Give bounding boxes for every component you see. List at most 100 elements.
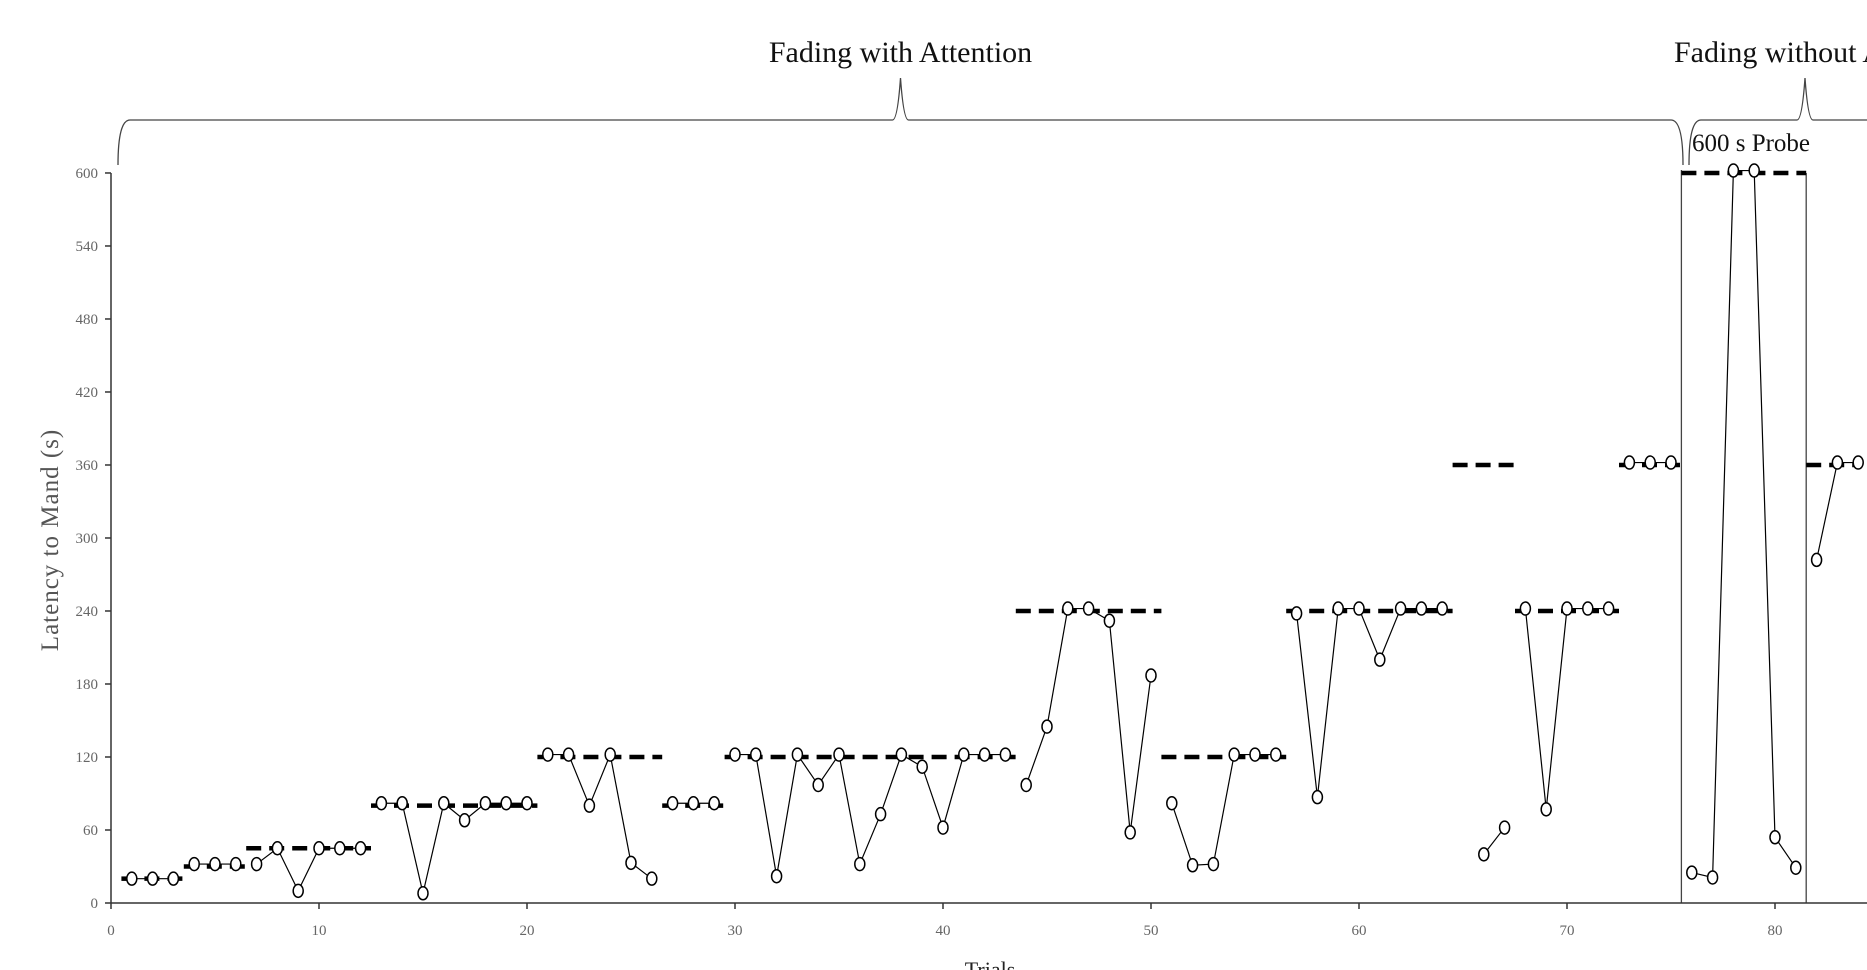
data-point bbox=[1644, 455, 1656, 470]
data-point bbox=[1852, 455, 1864, 470]
data-point bbox=[791, 747, 804, 762]
data-point bbox=[292, 883, 304, 899]
data-point bbox=[521, 795, 533, 811]
data-point bbox=[479, 795, 492, 811]
x-tick-label: 40 bbox=[936, 923, 951, 939]
data-point bbox=[1748, 163, 1760, 178]
data-segment-line bbox=[735, 753, 1006, 877]
data-point bbox=[708, 795, 720, 811]
data-point bbox=[1145, 668, 1157, 683]
data-point bbox=[1519, 601, 1532, 616]
data-point bbox=[458, 813, 471, 828]
y-axis-label: Latency to Mand (s) bbox=[37, 429, 64, 651]
data-point bbox=[854, 856, 866, 872]
x-tick-label: 70 bbox=[1560, 923, 1575, 939]
data-point bbox=[937, 820, 949, 835]
data-point bbox=[542, 747, 554, 762]
criterion-lines bbox=[121, 170, 1859, 881]
data-point bbox=[583, 798, 596, 813]
data-point bbox=[1228, 747, 1240, 762]
y-tick-label: 180 bbox=[76, 677, 99, 693]
data-point bbox=[1166, 795, 1178, 811]
data-point bbox=[1540, 802, 1552, 817]
data-point bbox=[729, 747, 741, 762]
data-segment-line bbox=[381, 802, 527, 894]
data-point bbox=[250, 856, 263, 872]
data-point bbox=[1810, 552, 1823, 568]
y-tick-label: 300 bbox=[76, 531, 99, 547]
data-point bbox=[1623, 455, 1636, 470]
data-point bbox=[209, 856, 221, 872]
probe-label: 600 s Probe bbox=[1692, 130, 1810, 157]
data-point bbox=[1332, 601, 1344, 616]
data-point bbox=[1103, 613, 1116, 628]
data-point bbox=[750, 747, 762, 762]
data-point bbox=[1561, 601, 1573, 616]
data-point bbox=[396, 795, 408, 811]
data-point bbox=[604, 747, 616, 762]
data-point bbox=[833, 747, 845, 762]
data-point bbox=[646, 871, 658, 886]
y-tick-label: 600 bbox=[76, 166, 99, 182]
y-tick-label: 420 bbox=[76, 385, 99, 401]
data-point bbox=[188, 856, 200, 872]
data-point bbox=[916, 759, 928, 774]
data-point bbox=[1706, 870, 1719, 885]
data-segment-line bbox=[1524, 607, 1609, 810]
data-point bbox=[1686, 865, 1698, 880]
x-tick-label: 60 bbox=[1352, 923, 1367, 939]
data-point bbox=[625, 855, 637, 871]
x-tick-label: 0 bbox=[107, 923, 115, 939]
data-point bbox=[1124, 825, 1136, 840]
data-segment-line bbox=[256, 847, 361, 893]
data-point bbox=[1020, 777, 1032, 793]
y-tick-label: 540 bbox=[76, 239, 99, 255]
y-tick-label: 480 bbox=[76, 312, 99, 328]
data-point bbox=[1290, 606, 1303, 621]
data-point bbox=[1415, 601, 1428, 616]
data-segment-line bbox=[1691, 169, 1797, 879]
data-point bbox=[167, 871, 180, 886]
data-point bbox=[1790, 860, 1802, 875]
data-point bbox=[1478, 847, 1490, 862]
data-point bbox=[1082, 601, 1095, 616]
data-point bbox=[417, 886, 429, 901]
data-point bbox=[1062, 601, 1074, 616]
data-point bbox=[1665, 455, 1677, 470]
phase-label: Fading without Atte bbox=[1674, 36, 1867, 69]
y-tick-label: 120 bbox=[76, 750, 99, 766]
data-point bbox=[1374, 652, 1386, 667]
y-tick-label: 60 bbox=[83, 823, 98, 839]
data-point bbox=[978, 747, 991, 762]
data-point bbox=[874, 806, 887, 822]
data-point bbox=[1186, 858, 1199, 873]
x-tick-label: 30 bbox=[728, 923, 743, 939]
data-point bbox=[146, 871, 159, 886]
data-point bbox=[313, 840, 325, 856]
data-point bbox=[1394, 601, 1407, 616]
data-point bbox=[1727, 163, 1740, 178]
phase-brace bbox=[1688, 77, 1867, 166]
x-tick-label: 80 bbox=[1768, 923, 1783, 939]
x-tick-label: 50 bbox=[1144, 923, 1159, 939]
data-segment-line bbox=[1296, 607, 1443, 798]
data-point bbox=[1602, 601, 1615, 616]
data-point bbox=[562, 747, 575, 762]
x-tick-label: 10 bbox=[312, 923, 327, 939]
data-point bbox=[958, 747, 970, 762]
phase-label: Fading with Attention bbox=[769, 36, 1032, 69]
data-point bbox=[687, 795, 700, 811]
data-point bbox=[999, 747, 1012, 762]
y-tick-label: 0 bbox=[91, 896, 99, 912]
data-point bbox=[1353, 601, 1365, 616]
data-segment-line bbox=[1171, 753, 1276, 866]
data-point bbox=[1498, 820, 1511, 835]
data-point bbox=[1270, 747, 1282, 762]
data-point bbox=[500, 795, 512, 811]
x-tick-label: 20 bbox=[520, 923, 535, 939]
data-point bbox=[770, 868, 783, 884]
phase-brace bbox=[117, 77, 1684, 166]
data-point bbox=[354, 840, 367, 856]
data-point bbox=[812, 777, 824, 793]
